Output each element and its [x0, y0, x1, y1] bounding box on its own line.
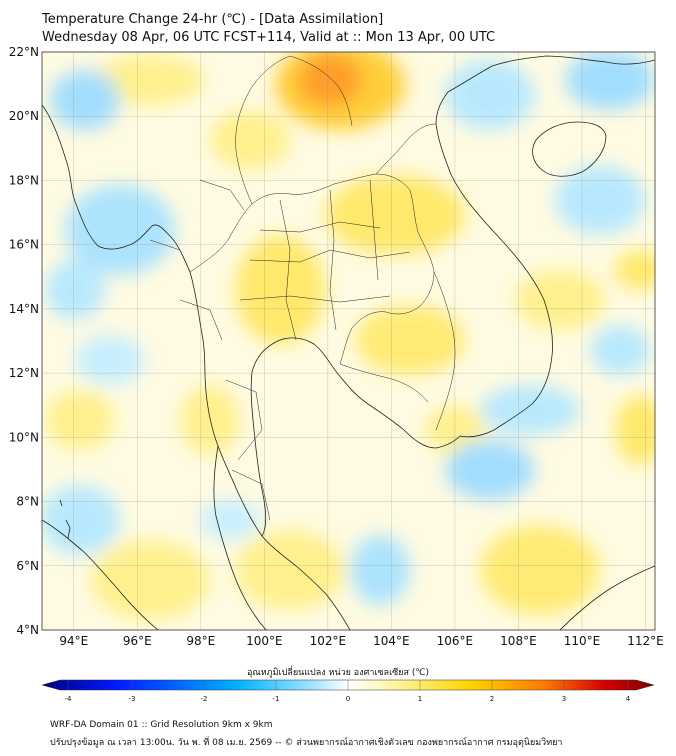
- lon-label: 108°E: [500, 634, 537, 648]
- lat-label: 8°N: [16, 495, 39, 509]
- map-subtitle: Wednesday 08 Apr, 06 UTC FCST+114, Valid…: [42, 30, 496, 45]
- lon-label: 102°E: [310, 634, 347, 648]
- coastlines: [42, 55, 655, 630]
- lon-label: 94°E: [59, 634, 88, 648]
- colorbar-tick-label: 3: [562, 695, 566, 703]
- graticule: [42, 51, 655, 631]
- colorbar-tick-label: 2: [490, 695, 494, 703]
- lat-label: 6°N: [16, 559, 39, 573]
- latitude-labels: 22°N 20°N 18°N 16°N 14°N 12°N 10°N 8°N 6°N 4°N: [9, 45, 39, 637]
- colorbar-tick-label: 0: [346, 695, 350, 703]
- colorbar-tick-label: 1: [418, 695, 422, 703]
- lon-label: 96°E: [123, 634, 152, 648]
- lat-label: 10°N: [9, 430, 39, 444]
- lat-label: 20°N: [9, 109, 39, 123]
- colorbar-tick-label: -4: [65, 695, 73, 703]
- lat-label: 18°N: [9, 173, 39, 187]
- footer-model-info: WRF-DA Domain 01 :: Grid Resolution 9km …: [50, 720, 273, 730]
- longitude-labels: 94°E 96°E 98°E 100°E 102°E 104°E 106°E 108°E 110…: [59, 634, 663, 648]
- lon-label: 110°E: [564, 634, 601, 648]
- colorbar: -4 -3 -2 -1 0 1 2 3 4: [41, 679, 655, 703]
- colorbar-tick-label: 4: [626, 695, 631, 703]
- lat-label: 4°N: [16, 623, 39, 637]
- temperature-field: [42, 52, 655, 630]
- lat-label: 12°N: [9, 366, 39, 380]
- colorbar-tick-label: -3: [129, 695, 136, 703]
- footer-update-info: ปรับปรุงข้อมูล ณ เวลา 13:00น. วัน พ. ที่…: [50, 738, 563, 748]
- lat-label: 16°N: [9, 238, 39, 252]
- map-title: Temperature Change 24-hr (℃) - [Data Ass…: [42, 12, 384, 27]
- lat-label: 22°N: [9, 45, 39, 59]
- colorbar-title: อุณหภูมิเปลี่ยนแปลง หน่วย องศาเซลเซียส (…: [246, 668, 430, 678]
- borders: [149, 55, 456, 521]
- map-frame: [41, 51, 656, 631]
- lat-label: 14°N: [9, 302, 39, 316]
- lon-label: 100°E: [246, 634, 283, 648]
- colorbar-tick-label: -2: [201, 695, 208, 703]
- lon-label: 106°E: [437, 634, 474, 648]
- lon-label: 98°E: [186, 634, 215, 648]
- lon-label: 104°E: [373, 634, 410, 648]
- lon-label: 112°E: [627, 634, 664, 648]
- colorbar-tick-label: -1: [273, 695, 280, 703]
